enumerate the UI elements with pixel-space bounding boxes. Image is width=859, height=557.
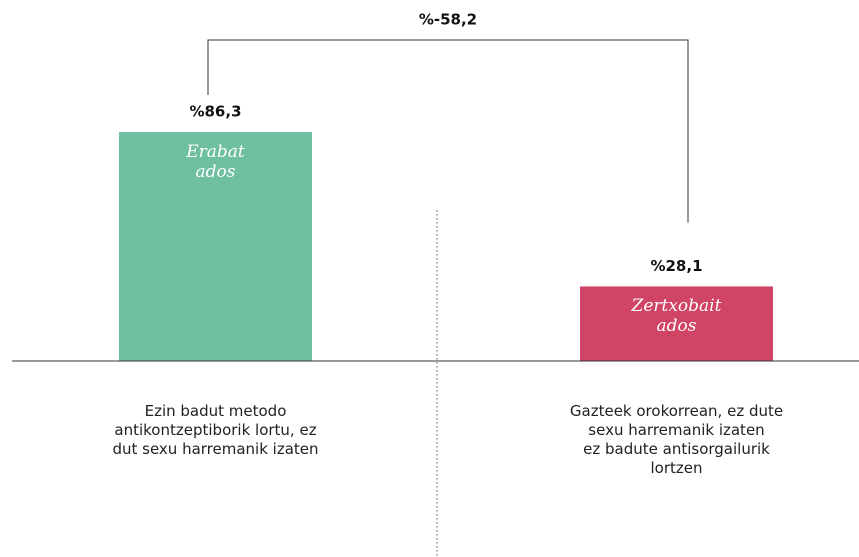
value-label: %86,3 — [189, 103, 241, 121]
bar — [580, 286, 773, 361]
category-label: Ezin badut metodo antikontzeptiborik lor… — [112, 402, 319, 458]
difference-bracket — [207, 39, 689, 223]
difference-label: %-58,2 — [419, 11, 477, 29]
bar — [119, 132, 312, 361]
value-label: %28,1 — [650, 257, 702, 275]
category-label: Gazteek orokorrean, ez dute sexu harrema… — [569, 402, 784, 477]
bar-label: Erabat ados — [186, 142, 245, 183]
bar-label: Zertxobait ados — [631, 296, 722, 337]
